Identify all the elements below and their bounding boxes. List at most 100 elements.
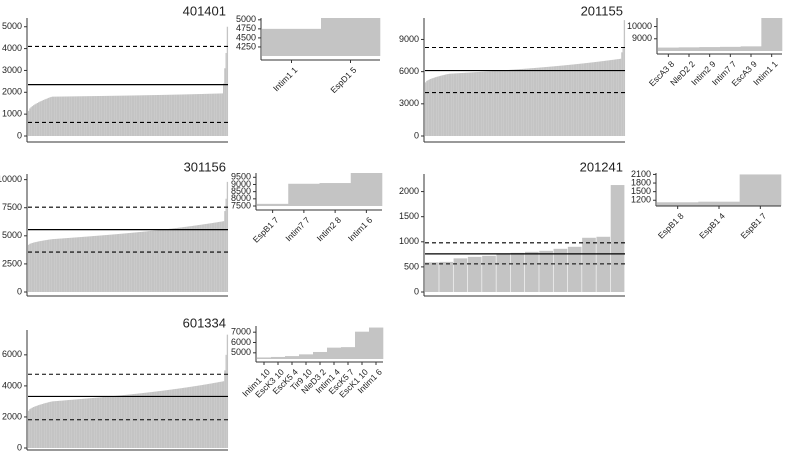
bar — [543, 67, 546, 136]
bar — [508, 69, 511, 136]
inset-bar — [657, 202, 699, 206]
bar — [59, 238, 61, 292]
bar — [191, 94, 194, 136]
bar — [75, 96, 77, 136]
bar — [605, 60, 607, 137]
bar — [125, 95, 127, 136]
bar — [194, 386, 196, 448]
bar — [54, 96, 56, 136]
bar — [562, 65, 564, 136]
bar — [582, 63, 584, 136]
bar — [131, 232, 134, 292]
bar — [49, 239, 51, 292]
bar — [150, 95, 152, 136]
bar — [195, 94, 197, 136]
y-tick-label: 5000 — [2, 21, 22, 31]
bar — [113, 396, 115, 448]
bar — [180, 94, 182, 136]
bar — [190, 226, 192, 292]
bar — [85, 236, 87, 292]
inset-y-tick-label: 6000 — [231, 337, 251, 347]
inset-y-tick-label: 1500 — [631, 186, 651, 196]
bar — [151, 230, 154, 292]
bar — [84, 96, 86, 136]
bar — [51, 401, 54, 448]
bar — [143, 95, 145, 136]
bar — [81, 398, 84, 448]
bar — [168, 94, 170, 136]
inset-category-label: Intim1 1 — [271, 65, 300, 94]
bar — [56, 96, 59, 136]
inset-category-label: EspB1 8 — [656, 211, 686, 241]
bar — [453, 258, 468, 292]
bar — [175, 94, 177, 136]
bar — [60, 238, 62, 292]
bar — [94, 235, 96, 292]
bar — [98, 235, 100, 292]
inset-y-tick-label: 9000 — [231, 179, 251, 189]
bar — [218, 382, 220, 448]
bar — [527, 68, 529, 136]
bar — [426, 80, 428, 136]
bar — [74, 96, 76, 136]
bar — [56, 400, 59, 448]
bar — [119, 95, 121, 136]
bar — [109, 234, 111, 292]
bar — [46, 98, 49, 136]
bar — [203, 93, 205, 136]
bar — [607, 60, 609, 136]
bar — [165, 390, 167, 448]
bar — [63, 400, 65, 448]
inset-bar — [350, 173, 383, 206]
bar — [109, 95, 111, 136]
bar — [173, 94, 175, 136]
y-tick-label: 0 — [17, 286, 22, 296]
bar — [204, 224, 206, 292]
bar — [515, 69, 517, 136]
bar — [58, 238, 60, 292]
bar — [467, 72, 469, 136]
inset-bar — [698, 201, 740, 206]
bar — [103, 397, 105, 448]
bar — [200, 224, 202, 292]
bar — [71, 237, 74, 292]
y-tick-label: 0 — [17, 130, 22, 140]
bar — [44, 240, 46, 292]
bar — [85, 398, 87, 448]
bar — [186, 94, 189, 136]
bar — [216, 93, 219, 136]
bar — [146, 231, 149, 292]
bar — [73, 399, 75, 448]
bar — [130, 95, 132, 136]
bar — [161, 229, 164, 292]
bar — [144, 231, 146, 292]
inset-bar — [327, 347, 342, 359]
bar — [439, 261, 453, 292]
bar — [176, 94, 179, 136]
bar — [128, 394, 130, 448]
bar — [581, 63, 583, 136]
bar — [483, 71, 486, 136]
bar — [64, 96, 66, 136]
bar — [200, 385, 202, 448]
bar — [101, 397, 104, 448]
bar — [196, 225, 199, 292]
bar — [44, 403, 46, 448]
inset-y-tick-label: 4750 — [236, 23, 256, 33]
bar — [41, 403, 44, 448]
bar — [114, 234, 116, 292]
bar — [31, 106, 34, 136]
bar — [79, 237, 81, 292]
bar — [220, 221, 222, 292]
bar — [46, 239, 49, 292]
bar — [567, 64, 569, 136]
bar — [36, 405, 39, 448]
inset-y-tick-label: 9000 — [632, 33, 652, 43]
inset-bar — [369, 327, 384, 359]
bar — [174, 389, 176, 448]
bar — [88, 398, 90, 448]
bar — [507, 69, 509, 136]
bar — [453, 73, 456, 136]
